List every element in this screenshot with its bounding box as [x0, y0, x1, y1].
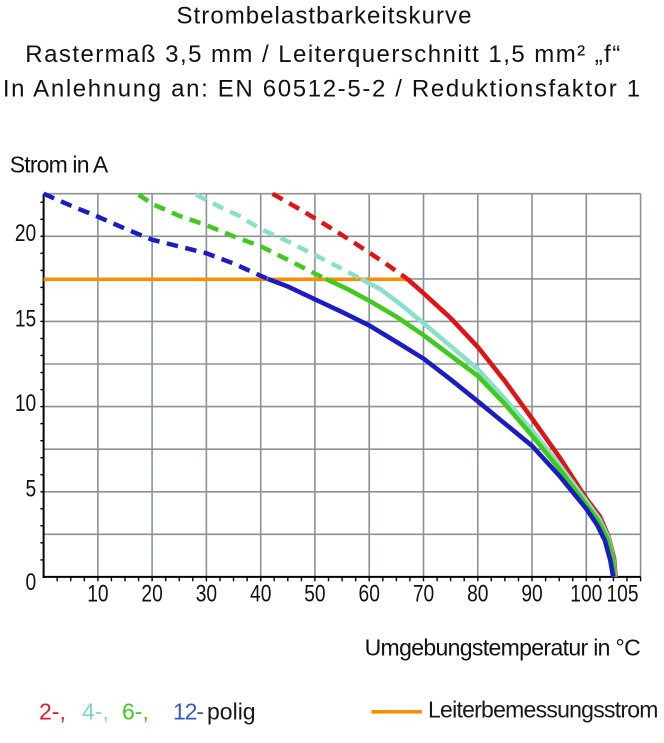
svg-text:10: 10 — [15, 389, 36, 417]
svg-text:Strombelastbarkeitskurve: Strombelastbarkeitskurve — [177, 3, 473, 30]
svg-text:80: 80 — [467, 579, 488, 607]
svg-text:60: 60 — [359, 579, 380, 607]
svg-text:20: 20 — [141, 579, 162, 607]
svg-text:12-: 12- — [173, 699, 203, 725]
svg-text:In Anlehnung an: EN 60512-5-2: In Anlehnung an: EN 60512-5-2 / Reduktio… — [3, 76, 642, 103]
svg-text:15: 15 — [15, 304, 36, 332]
svg-text:20: 20 — [15, 219, 36, 247]
svg-text:polig: polig — [207, 699, 256, 725]
svg-text:30: 30 — [196, 579, 217, 607]
svg-text:4-,: 4-, — [82, 699, 109, 725]
svg-text:10: 10 — [87, 579, 108, 607]
svg-text:50: 50 — [304, 579, 325, 607]
svg-text:0: 0 — [26, 568, 37, 596]
svg-text:2-,: 2-, — [39, 699, 66, 725]
svg-text:70: 70 — [413, 579, 434, 607]
svg-text:Leiterbemessungsstrom: Leiterbemessungsstrom — [428, 697, 658, 723]
svg-text:Strom in A: Strom in A — [10, 152, 109, 178]
svg-text:Umgebungstemperatur in °C: Umgebungstemperatur in °C — [365, 635, 641, 661]
svg-text:Rastermaß 3,5 mm / Leiterquers: Rastermaß 3,5 mm / Leiterquerschnitt 1,5… — [25, 41, 621, 68]
svg-text:100: 100 — [570, 579, 602, 607]
svg-text:105: 105 — [606, 579, 638, 607]
svg-text:90: 90 — [521, 579, 542, 607]
svg-text:6-,: 6-, — [122, 699, 149, 725]
svg-text:5: 5 — [26, 475, 37, 503]
svg-text:40: 40 — [250, 579, 271, 607]
